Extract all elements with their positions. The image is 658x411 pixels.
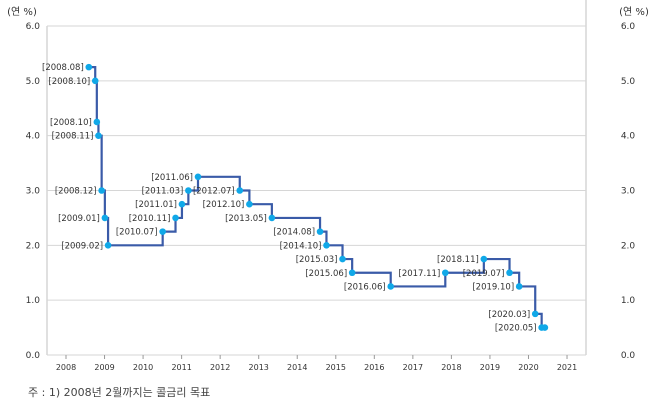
x-tick-label: 2016	[364, 363, 384, 372]
data-point	[172, 214, 179, 222]
y-tick-right: 6.0	[621, 22, 636, 32]
data-label: [2008.08]	[42, 63, 84, 73]
data-label: [2009.01]	[58, 214, 100, 224]
x-tick-label: 2013	[249, 363, 269, 372]
x-tick-label: 2021	[557, 363, 577, 372]
data-label: [2014.10]	[280, 241, 322, 251]
y-tick-right: 5.0	[621, 77, 636, 87]
x-tick-label: 2008	[56, 363, 76, 372]
data-point	[268, 214, 276, 222]
data-label: [2011.06]	[151, 173, 193, 183]
data-label: [2017.11]	[399, 269, 441, 279]
data-label: [2011.01]	[135, 200, 177, 210]
data-label: [2020.03]	[488, 310, 530, 320]
x-tick-label: 2014	[287, 363, 307, 372]
data-point	[95, 132, 102, 139]
x-tick-label: 2011	[171, 363, 191, 372]
data-point	[98, 187, 105, 194]
data-point	[387, 283, 394, 290]
data-label: [2010.07]	[116, 228, 158, 238]
y-tick-right: 3.0	[621, 187, 636, 197]
data-point	[194, 173, 202, 181]
data-label: [2019.10]	[472, 282, 514, 292]
data-label: [2008.10]	[48, 77, 90, 87]
y-tick-left: 0.0	[26, 351, 41, 361]
data-label: [2012.07]	[193, 187, 235, 197]
y-tick-right: 2.0	[621, 241, 636, 251]
data-point	[185, 187, 192, 194]
data-label: [2011.03]	[142, 187, 184, 197]
footnote: 주 : 1) 2008년 2월까지는 콜금리 목표	[28, 386, 211, 399]
x-tick-label: 2015	[326, 363, 346, 372]
data-point	[323, 242, 330, 249]
y-tick-right: 1.0	[621, 296, 636, 306]
data-point	[178, 200, 186, 208]
data-point	[236, 187, 244, 194]
data-label: [2008.10]	[50, 118, 92, 128]
data-label: [2014.08]	[273, 228, 315, 238]
y-tick-left: 2.0	[26, 241, 41, 251]
y-axis-label-right: (연 %)	[619, 6, 649, 18]
data-point	[541, 324, 549, 331]
data-label: [2016.06]	[344, 282, 386, 292]
x-tick-label: 2009	[94, 363, 114, 372]
y-tick-left: 5.0	[26, 77, 41, 87]
x-tick-label: 2010	[133, 363, 153, 372]
data-point	[93, 118, 101, 126]
data-point	[246, 200, 253, 208]
data-label: [2018.11]	[437, 255, 479, 265]
data-label: [2019.07]	[463, 269, 505, 279]
data-point	[506, 269, 513, 277]
rate-chart: 0.0 0.0 1.0 1.0 2.0 2.0 3.0 3.0 4.0 4.0 5.0 5.0 6.0 6…	[7, 0, 649, 372]
data-point	[91, 77, 99, 85]
data-label: [2010.11]	[129, 214, 171, 224]
data-point	[85, 63, 93, 71]
data-label: [2008.12]	[55, 187, 97, 197]
y-tick-left: 4.0	[26, 132, 41, 142]
data-point	[531, 310, 539, 318]
data-point	[480, 255, 488, 263]
data-label: [2020.05]	[495, 324, 537, 334]
x-tick-label: 2018	[441, 363, 461, 372]
data-point	[316, 228, 324, 235]
data-point	[515, 283, 523, 290]
x-tick-label: 2020	[518, 363, 538, 372]
y-tick-right: 0.0	[621, 351, 636, 361]
x-tick-label: 2019	[480, 363, 500, 372]
data-point	[441, 269, 449, 277]
data-label: [2008.11]	[52, 132, 94, 142]
y-tick-left: 6.0	[26, 22, 41, 32]
y-tick-right: 4.0	[621, 132, 636, 142]
x-tick-label: 2012	[210, 363, 230, 372]
data-label: [2012.10]	[203, 200, 245, 210]
y-tick-left: 1.0	[26, 296, 41, 306]
data-point	[159, 228, 166, 235]
data-label: [2015.03]	[296, 255, 338, 265]
y-tick-left: 3.0	[26, 187, 41, 197]
x-tick-label: 2017	[403, 363, 423, 372]
data-label: [2009.02]	[61, 241, 103, 251]
data-label: [2015.06]	[305, 269, 347, 279]
data-point	[339, 255, 346, 263]
data-label: [2013.05]	[225, 214, 267, 224]
y-axis-label-left: (연 %)	[7, 6, 37, 18]
data-point	[348, 269, 356, 277]
data-point	[104, 242, 112, 249]
data-point	[101, 214, 109, 222]
